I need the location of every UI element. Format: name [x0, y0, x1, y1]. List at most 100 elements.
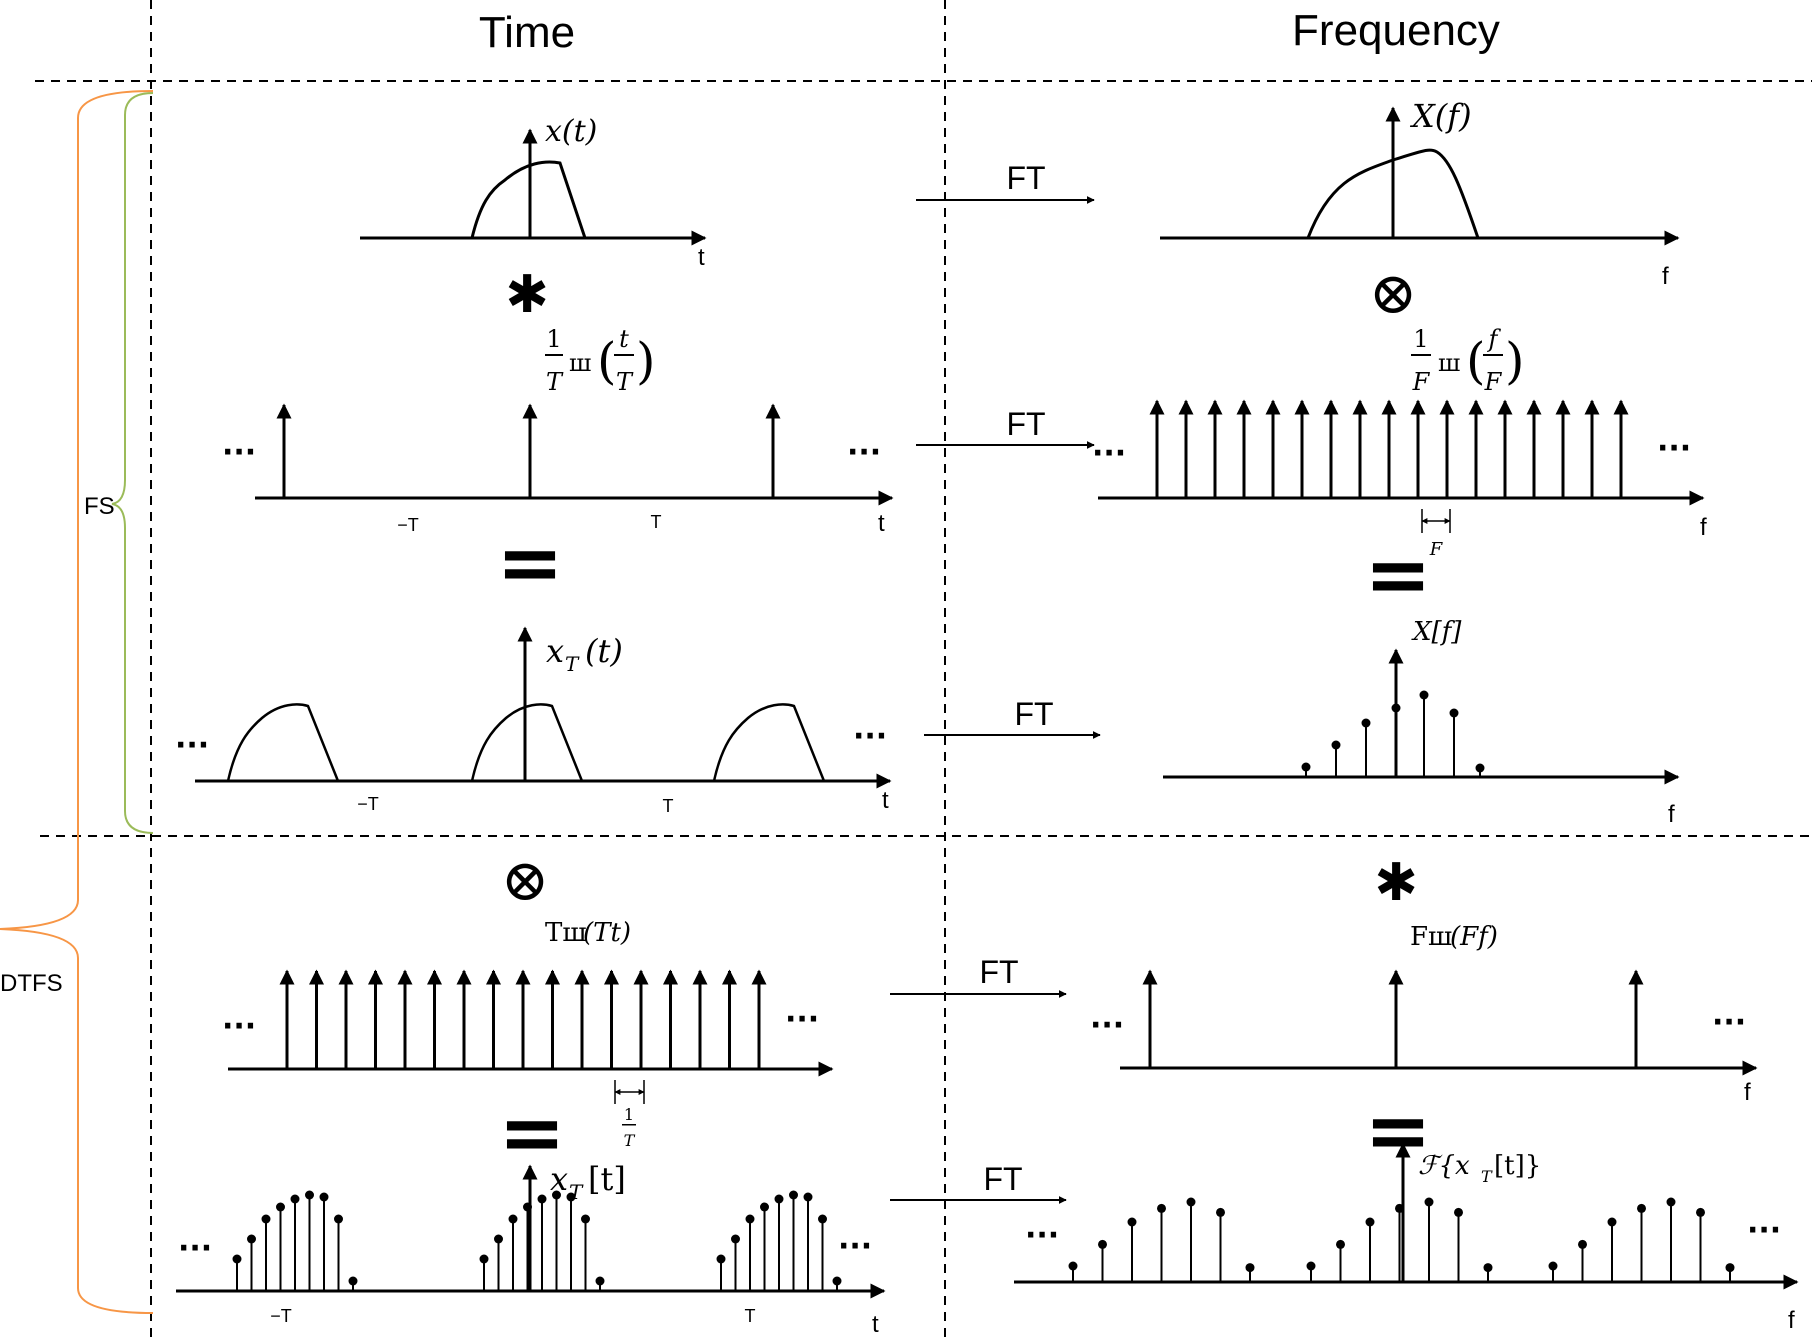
ellipsis-row5-freq-right: ···: [1747, 1213, 1781, 1248]
row5-time-dot-22: [774, 1194, 784, 1204]
row5-time-dot-18: [716, 1254, 726, 1264]
xT-bracket-sub: T: [569, 1180, 584, 1204]
row5-freq-dot-7: [1306, 1261, 1316, 1271]
comb-t-paren-close: ): [636, 332, 656, 390]
diagram-content: [176, 106, 1799, 1299]
row4-time-impulses: [279, 969, 767, 1069]
row5-time-dot-11: [508, 1214, 518, 1224]
fs-brace: [111, 92, 154, 834]
row5-time-dot-12: [523, 1202, 532, 1212]
row5-time-dot-3: [276, 1202, 285, 1212]
label-X-bracket-f: X[f]: [1411, 617, 1462, 647]
row5-time-dot-20: [745, 1214, 755, 1224]
row5-freq-stems: [1068, 1197, 1735, 1282]
row1-freq-spectrum: [1306, 148, 1480, 239]
ellipsis-row3-time-left: ···: [175, 728, 209, 763]
row3-freq-dot-4: [1419, 690, 1429, 700]
dtfs-brace: [0, 90, 154, 1314]
header-frequency: Frequency: [1292, 6, 1500, 55]
comb-f-frac-bar: [1411, 354, 1431, 356]
row5-time-dot-26: [832, 1276, 842, 1286]
row5-time-dot-7: [334, 1214, 343, 1224]
convolve-operator-time: ✱: [505, 265, 549, 325]
label-x-of-t: x(t): [545, 114, 597, 149]
ellipsis-row5-time-left: ···: [178, 1231, 212, 1266]
axis-label-t-row3: t: [882, 787, 889, 814]
comb-Tt-pre: Tш: [545, 918, 587, 948]
equals-operator-time-row4: =: [498, 1086, 565, 1179]
multiply-operator-time: ⊗: [501, 846, 550, 914]
row5-time-dot-4: [290, 1194, 300, 1204]
ellipsis-row2-freq-left: ···: [1092, 436, 1126, 471]
comb-Ff-arg: (Ff): [1450, 922, 1498, 952]
row2-freq-plot: [1098, 399, 1705, 533]
comb-t-paren-open: (: [597, 332, 617, 390]
Ftrans-sub: T: [1481, 1167, 1493, 1186]
row2-ft-label: FT: [1006, 406, 1045, 442]
row5-freq-dot-9: [1365, 1217, 1375, 1227]
invT-num: 1: [624, 1105, 634, 1124]
dtfs-label: DTFS: [0, 970, 63, 997]
row3-time-pulse-left: [226, 703, 340, 782]
row3-freq-dot-6: [1475, 763, 1485, 773]
row2-freq-impulses: [1149, 399, 1629, 498]
row5-freq-dot-18: [1666, 1197, 1676, 1207]
row5-time-dot-10: [494, 1234, 503, 1244]
row5-freq-dot-5: [1216, 1207, 1225, 1217]
axis-label-f-row2: f: [1700, 514, 1707, 541]
invT-bar: [622, 1124, 636, 1126]
row5-time-dot-13: [537, 1194, 547, 1204]
grid-lines: [35, 0, 1812, 1342]
label-comb-time-row2: 1 T ш ( t T ): [545, 325, 656, 396]
ellipsis-row2-time-left: ···: [222, 435, 256, 470]
row5-time-dot-2: [261, 1214, 271, 1224]
row5-time-dot-0: [232, 1254, 242, 1264]
axis-label-t-row2: t: [878, 510, 885, 537]
comb-f-paren-open: (: [1466, 332, 1486, 390]
row5-freq-dot-16: [1607, 1217, 1617, 1227]
label-comb-Ff: Fш (Ff): [1410, 922, 1498, 952]
row4-freq-impulses: [1142, 969, 1644, 1068]
spacing-label-F: F: [1429, 539, 1444, 560]
comb-t-den: T: [546, 368, 564, 396]
comb-f-sha: ш: [1438, 349, 1460, 377]
row5-time-dot-6: [319, 1192, 329, 1202]
comb-f-arg-bar: [1483, 354, 1503, 356]
label-comb-Tt: Tш (Tt): [545, 918, 631, 948]
row5-freq-dot-0: [1068, 1261, 1078, 1271]
row5-freq-dot-14: [1548, 1261, 1558, 1271]
row5-time-dot-19: [731, 1234, 740, 1244]
comb-t-arg-bar: [614, 354, 634, 356]
ellipsis-row2-freq-right: ···: [1657, 431, 1691, 466]
row5-time-dot-25: [818, 1214, 827, 1224]
comb-f-num: 1: [1413, 325, 1428, 353]
axis-label-f-row3: f: [1668, 801, 1675, 828]
axis-label-f-row4: f: [1744, 1079, 1751, 1106]
ellipsis-row4-freq-right: ···: [1712, 1005, 1746, 1040]
spacing-label-invT: 1 T: [622, 1105, 636, 1150]
row5-freq-dot-11: [1424, 1197, 1434, 1207]
row3-freq-plot: [1163, 648, 1680, 785]
xT-bracket-arg: [t]: [588, 1160, 626, 1198]
axis-label-f-row5: f: [1788, 1307, 1795, 1334]
row2-time-impulses: [276, 403, 781, 498]
equals-operator-freq-row2: =: [1364, 528, 1431, 621]
label-xT-bracket-t: x T [t]: [550, 1160, 626, 1204]
row3-ft-label: FT: [1014, 696, 1053, 732]
row5-time-dot-21: [760, 1202, 769, 1212]
ellipsis-row2-time-right: ···: [847, 435, 881, 470]
row5-freq-dot-2: [1127, 1217, 1137, 1227]
comb-t-num: 1: [546, 325, 561, 353]
row5-time-stems: [232, 1190, 842, 1291]
row5-freq-dot-4: [1186, 1197, 1196, 1207]
label-comb-freq-row2: 1 F ш ( f F ): [1411, 325, 1525, 396]
row5-time-dot-5: [305, 1190, 314, 1200]
row5-time-dot-24: [803, 1192, 813, 1202]
row3-freq-dot-5: [1449, 708, 1459, 718]
tick-T-row3: T: [663, 796, 674, 816]
comb-f-den: F: [1412, 368, 1431, 396]
row5-time-dot-23: [789, 1190, 798, 1200]
row1-time-pulse: [470, 160, 587, 239]
